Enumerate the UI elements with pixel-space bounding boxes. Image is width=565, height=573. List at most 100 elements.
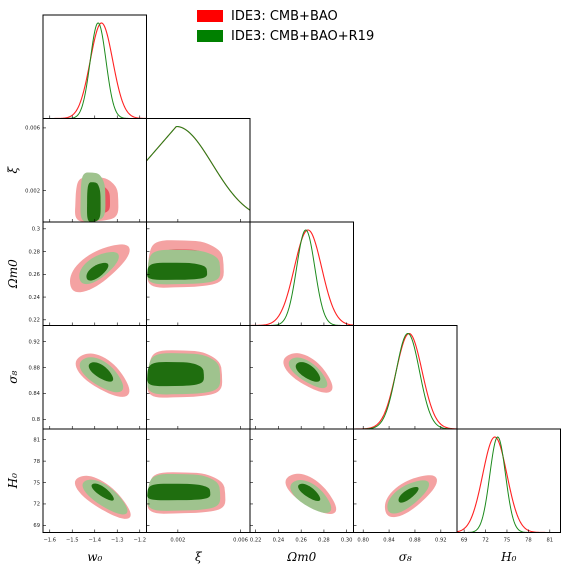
panel-content xyxy=(353,332,457,429)
panel-frame xyxy=(456,428,561,533)
panel-content xyxy=(147,350,223,398)
y-axis-label-xi: ξ xyxy=(6,166,20,174)
y-tick-label: 72 xyxy=(33,502,40,508)
x-axis-label-s8: σ₈ xyxy=(399,550,412,564)
y-tick-label: 69 xyxy=(33,523,40,529)
x-tick-label: −1.6 xyxy=(43,538,56,544)
panel-frame xyxy=(353,428,458,533)
panel-H0-H0 xyxy=(456,428,561,533)
marginal-curve-red xyxy=(43,22,147,119)
panel-content xyxy=(74,475,131,519)
x-tick-label: 0.92 xyxy=(435,538,447,544)
panel-content xyxy=(147,240,224,288)
panel-w0-s8 xyxy=(42,325,147,430)
panel-Om-Om xyxy=(249,221,354,326)
panel-w0-H0 xyxy=(42,428,147,533)
y-tick-label: 0.3 xyxy=(32,227,40,233)
x-axis-label-xi: ξ xyxy=(195,550,203,564)
panels-layer xyxy=(42,14,561,533)
panel-xi-Om xyxy=(146,221,251,326)
panel-frame xyxy=(353,325,458,430)
y-tick-label: 81 xyxy=(33,438,40,444)
x-tick-label: −1.2 xyxy=(133,538,146,544)
x-tick-label: 0.88 xyxy=(409,538,421,544)
y-tick-label: 0.002 xyxy=(25,188,40,194)
panel-content xyxy=(147,472,226,514)
y-tick-label: 0.88 xyxy=(28,365,40,371)
panel-content xyxy=(384,475,437,518)
y-axis-label-H0: H₀ xyxy=(6,473,20,489)
panel-content xyxy=(457,436,561,533)
x-tick-label: 0.22 xyxy=(250,538,262,544)
x-tick-label: 0.80 xyxy=(357,538,369,544)
panel-content xyxy=(70,244,130,293)
y-tick-label: 0.84 xyxy=(28,391,40,397)
y-tick-label: 0.006 xyxy=(25,126,40,132)
panel-xi-xi xyxy=(146,118,251,223)
x-tick-label: 0.30 xyxy=(341,538,353,544)
marginal-curve-green xyxy=(250,229,354,326)
legend-label-green: IDE3: CMB+BAO+R19 xyxy=(231,29,374,44)
x-axis-label-w0: w₀ xyxy=(87,550,102,564)
panel-xi-s8 xyxy=(146,325,251,430)
x-tick-label: −1.3 xyxy=(111,538,124,544)
contour-green-68 xyxy=(147,483,211,501)
panel-w0-w0 xyxy=(42,14,147,119)
panel-Om-H0 xyxy=(249,428,354,533)
x-tick-label: 75 xyxy=(504,538,511,544)
contour-green-68 xyxy=(298,483,321,502)
panel-s8-H0 xyxy=(353,428,458,533)
x-tick-label: 69 xyxy=(461,538,468,544)
contour-green-68 xyxy=(91,483,114,501)
x-axis-label-Om: Ωm0 xyxy=(286,550,316,564)
panel-content xyxy=(250,229,354,326)
legend-swatch-red xyxy=(197,10,223,22)
axis-labels-layer: 0.0020.0060.220.240.260.280.30.80.840.88… xyxy=(6,126,553,564)
x-tick-label: 0.84 xyxy=(383,538,395,544)
x-tick-label: 78 xyxy=(525,538,532,544)
marginal-curve-red xyxy=(250,229,354,326)
x-axis-label-H0: H₀ xyxy=(500,550,516,564)
marginal-curve-red xyxy=(146,125,250,211)
x-tick-label: 0.24 xyxy=(273,538,285,544)
y-axis-label-Om: Ωm0 xyxy=(6,259,20,289)
x-tick-label: −1.5 xyxy=(66,538,79,544)
panel-content xyxy=(43,22,147,119)
contour-green-68 xyxy=(86,262,109,281)
y-axis-label-s8: σ₈ xyxy=(6,371,20,384)
marginal-curve-green xyxy=(457,436,561,533)
y-tick-label: 75 xyxy=(33,480,40,486)
x-tick-label: 81 xyxy=(546,538,553,544)
marginal-curve-green xyxy=(146,125,250,211)
y-tick-label: 0.26 xyxy=(28,272,40,278)
panel-content xyxy=(285,473,337,515)
legend: IDE3: CMB+BAO IDE3: CMB+BAO+R19 xyxy=(197,9,374,44)
y-tick-label: 0.28 xyxy=(28,249,40,255)
x-tick-label: 72 xyxy=(482,538,489,544)
panel-w0-xi xyxy=(42,118,147,223)
panel-content xyxy=(75,353,130,397)
y-tick-label: 0.22 xyxy=(28,318,40,324)
y-tick-label: 0.8 xyxy=(32,417,40,423)
panel-w0-Om xyxy=(42,221,147,326)
marginal-curve-red xyxy=(457,436,561,533)
marginal-curve-red xyxy=(353,332,457,429)
y-tick-label: 0.24 xyxy=(28,295,40,301)
x-tick-label: 0.006 xyxy=(233,538,248,544)
contour-green-68 xyxy=(88,362,114,382)
panel-frame xyxy=(146,118,251,223)
contour-green-68 xyxy=(87,182,101,222)
contour-green-68 xyxy=(147,362,204,387)
marginal-curve-green xyxy=(353,333,457,429)
panel-content xyxy=(146,125,250,211)
contour-green-68 xyxy=(398,486,419,503)
legend-label-red: IDE3: CMB+BAO xyxy=(231,9,338,24)
panel-content xyxy=(75,172,119,222)
y-tick-label: 78 xyxy=(33,459,40,465)
legend-swatch-green xyxy=(197,30,223,42)
y-tick-label: 0.92 xyxy=(28,339,40,345)
panel-content xyxy=(283,353,333,393)
x-tick-label: 0.002 xyxy=(170,538,185,544)
contour-green-68 xyxy=(295,362,321,382)
